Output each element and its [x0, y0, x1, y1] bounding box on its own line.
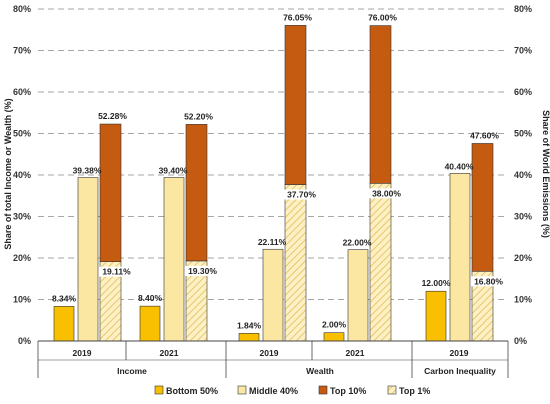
bar-bottom50 — [425, 290, 447, 342]
bar-middle40 — [262, 248, 284, 342]
legend-label-top1: Top 1% — [399, 386, 430, 396]
y-tick-right: 60% — [514, 87, 532, 97]
y-tick-left: 0% — [18, 336, 31, 346]
y-axis-left-title: Share of total Income or Wealth (%) — [3, 98, 13, 249]
bars — [53, 25, 494, 342]
bar-bottom50 — [139, 305, 161, 342]
bar-top10 — [99, 123, 122, 262]
x-group-label: Income — [117, 366, 147, 376]
data-labels: 8.34% 39.38% 52.28% 19.11% 8.40% 39.40% 52.20%… — [52, 12, 506, 330]
data-label-top1-bg — [284, 189, 319, 200]
bar-bottom50 — [323, 332, 345, 342]
data-label-middle40: 39.40% — [159, 165, 188, 175]
y-axis-right-title: Share of World Emissions (%) — [541, 110, 550, 238]
legend-label-top10: Top 10% — [330, 386, 366, 396]
data-label-top1: 37.70% — [287, 190, 316, 200]
x-group-label: Carbon Inequality — [424, 366, 496, 376]
data-label-middle40: 22.11% — [258, 237, 287, 247]
data-label-top1: 19.30% — [188, 266, 217, 276]
data-label-middle40: 40.40% — [445, 161, 474, 171]
y-tick-right: 20% — [514, 253, 532, 263]
bar-top10 — [369, 25, 392, 184]
bar-middle40 — [163, 177, 185, 342]
y-tick-right: 50% — [514, 129, 532, 139]
y-axis-right-ticks: 0% 10% 20% 30% 40% 50% 60% 70% 80% — [514, 4, 532, 346]
legend: Bottom 50% Middle 40% Top 10% Top 1% — [154, 385, 430, 396]
x-tick-year: 2021 — [346, 348, 365, 358]
data-label-top1: 16.80% — [474, 276, 503, 286]
x-tick-year: 2019 — [260, 348, 279, 358]
data-label-top10: 47.60% — [470, 130, 499, 140]
bar-bottom50 — [238, 333, 260, 342]
data-label-middle40: 22.00% — [343, 238, 372, 248]
legend-label-middle40: Middle 40% — [249, 386, 298, 396]
data-label-top1-bg — [99, 266, 134, 277]
y-tick-right: 80% — [514, 4, 532, 14]
bar-top10 — [185, 124, 208, 262]
bar-top10 — [284, 25, 307, 185]
data-label-top10: 76.05% — [283, 12, 312, 22]
y-tick-right: 70% — [514, 46, 532, 56]
legend-swatch-bottom50 — [154, 385, 164, 395]
y-tick-right: 40% — [514, 170, 532, 180]
y-axis-left-ticks: 0% 10% 20% 30% 40% 50% 60% 70% 80% — [13, 4, 31, 346]
x-axis: 2019 2021 2019 2021 2019 Income Wealth Carbon I… — [37, 340, 509, 378]
bar-middle40 — [347, 249, 369, 342]
data-label-top1-bg — [471, 276, 506, 287]
x-tick-year: 2019 — [450, 348, 469, 358]
x-tick-year: 2019 — [73, 348, 92, 358]
bar-bottom50 — [53, 306, 75, 342]
legend-swatch-top10 — [318, 385, 328, 395]
y-tick-left: 60% — [13, 87, 31, 97]
y-tick-right: 0% — [514, 336, 527, 346]
legend-swatch-middle40 — [237, 385, 247, 395]
data-label-bottom50: 1.84% — [237, 320, 262, 330]
x-group-label: Wealth — [306, 366, 334, 376]
legend-swatch-top1 — [387, 385, 397, 395]
y-tick-left: 40% — [13, 170, 31, 180]
data-label-bottom50: 2.00% — [322, 320, 347, 330]
data-label-middle40: 39.38% — [73, 166, 102, 176]
data-label-bottom50: 8.40% — [138, 293, 163, 303]
data-label-top1-bg — [185, 265, 220, 276]
data-label-bottom50: 8.34% — [52, 293, 77, 303]
data-label-top10: 76.00% — [368, 13, 397, 23]
data-label-top10: 52.20% — [184, 111, 213, 121]
y-tick-left: 50% — [13, 129, 31, 139]
x-tick-year: 2021 — [160, 348, 179, 358]
y-tick-right: 10% — [514, 295, 532, 305]
bar-top1 — [369, 183, 392, 342]
data-label-top10: 52.28% — [98, 111, 127, 121]
bar-top1 — [284, 184, 307, 342]
data-label-top1: 19.11% — [102, 267, 131, 277]
y-tick-left: 70% — [13, 46, 31, 56]
y-tick-left: 80% — [13, 4, 31, 14]
data-label-bottom50: 12.00% — [422, 278, 451, 288]
legend-label-bottom50: Bottom 50% — [166, 386, 218, 396]
y-tick-right: 30% — [514, 212, 532, 222]
y-tick-left: 20% — [13, 253, 31, 263]
data-label-top1-bg — [369, 188, 404, 199]
bar-top10 — [471, 143, 494, 272]
y-tick-left: 10% — [13, 295, 31, 305]
data-label-top1: 38.00% — [372, 188, 401, 198]
y-tick-left: 30% — [13, 212, 31, 222]
bar-middle40 — [449, 173, 471, 342]
bar-middle40 — [77, 177, 99, 342]
